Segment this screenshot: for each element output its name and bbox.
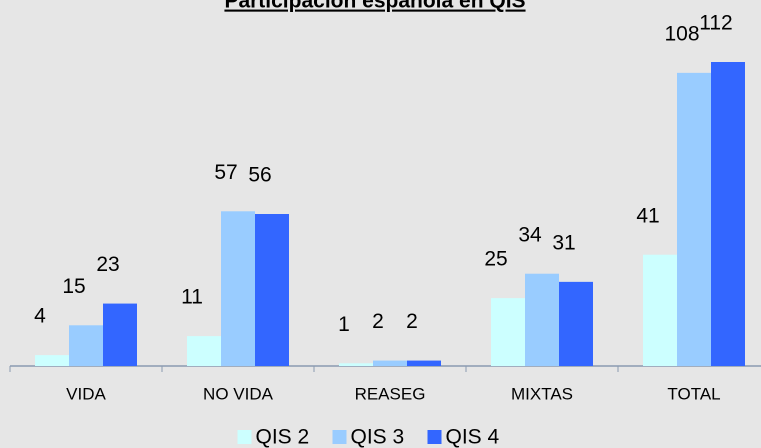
- bar: [35, 355, 69, 366]
- bar: [103, 303, 137, 366]
- data-label: 25: [484, 248, 507, 271]
- bar: [643, 254, 677, 366]
- legend-swatch: [427, 430, 442, 444]
- data-label: 2: [372, 310, 384, 333]
- data-label: 34: [518, 223, 542, 246]
- data-label: 108: [664, 22, 699, 45]
- bar: [339, 363, 373, 366]
- data-label: 23: [96, 253, 119, 276]
- x-tick-label: MIXTAS: [511, 384, 573, 403]
- bar: [559, 281, 593, 366]
- bar: [491, 298, 525, 366]
- data-label: 56: [248, 164, 271, 187]
- bar: [373, 360, 407, 366]
- chart-title: Participación española en QIS: [224, 0, 525, 13]
- x-tick-label: VIDA: [66, 384, 106, 403]
- x-tick-label: NO VIDA: [203, 384, 274, 403]
- bar: [407, 360, 441, 366]
- legend-label: QIS 4: [446, 426, 500, 448]
- bar: [677, 72, 711, 366]
- legend-label: QIS 2: [256, 426, 310, 448]
- legend-swatch: [237, 430, 252, 444]
- data-label: 41: [636, 204, 659, 227]
- x-tick-label: TOTAL: [667, 384, 720, 403]
- data-label: 112: [699, 12, 732, 35]
- data-label: 57: [214, 161, 237, 184]
- data-label: 1: [338, 313, 350, 336]
- bar: [187, 336, 221, 366]
- bar: [711, 62, 745, 366]
- legend-swatch: [332, 430, 347, 444]
- bar: [255, 214, 289, 366]
- data-label: 31: [552, 231, 575, 254]
- data-label: 2: [406, 310, 418, 333]
- data-label: 11: [181, 286, 203, 309]
- data-label: 15: [62, 275, 85, 298]
- bar: [221, 211, 255, 366]
- data-label: 4: [34, 305, 46, 328]
- x-tick-label: REASEG: [355, 384, 426, 403]
- legend-label: QIS 3: [351, 426, 405, 448]
- bar: [525, 273, 559, 366]
- bar: [69, 325, 103, 366]
